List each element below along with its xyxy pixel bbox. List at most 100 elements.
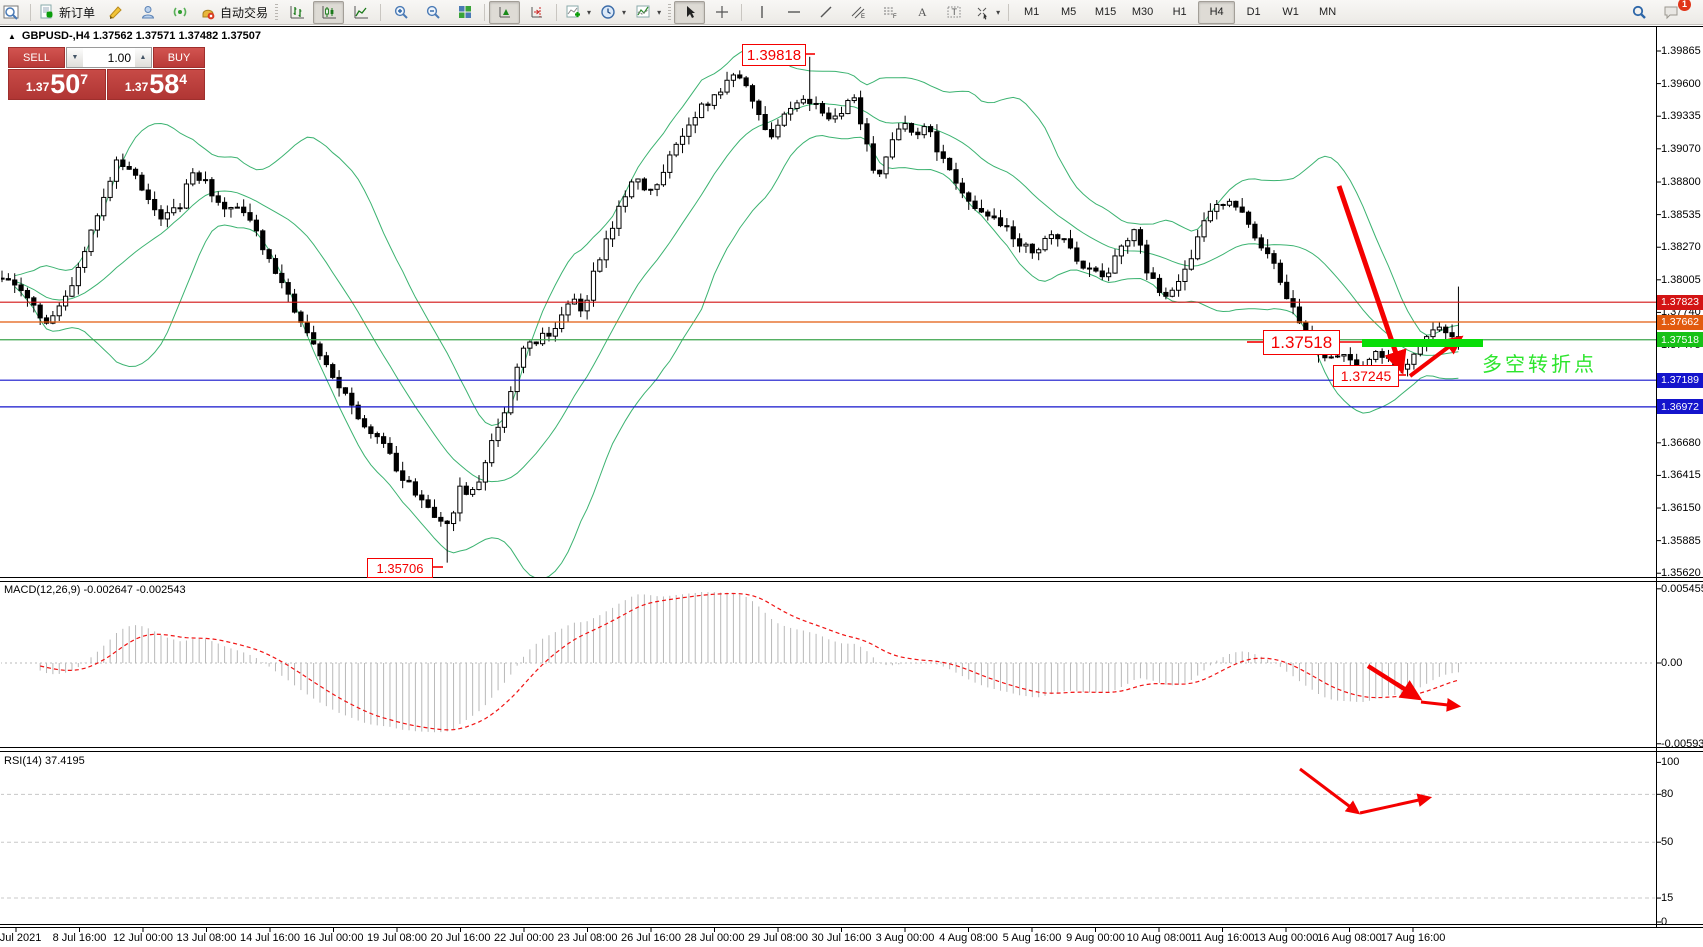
dropdown-caret: ▾: [587, 7, 592, 17]
volume-decrease-button[interactable]: ▼: [67, 48, 83, 67]
macd-tick: 0.005455: [1661, 582, 1703, 595]
price-annotation-support[interactable]: 1.37518: [1263, 330, 1340, 355]
notifications-button[interactable]: 1: [1655, 0, 1691, 24]
volume-value[interactable]: 1.00: [107, 50, 131, 65]
trendline-button[interactable]: [810, 1, 841, 24]
time-tick: 16 Jul 00:00: [303, 932, 364, 944]
time-tick: 3 Aug 00:00: [875, 932, 935, 944]
indicators-button[interactable]: ▾: [561, 1, 595, 24]
candlestick-chart-button[interactable]: [313, 0, 345, 24]
price-tick: 1.39335: [1661, 110, 1701, 123]
market-watch-icon: [141, 6, 154, 19]
templates-button[interactable]: ▾: [631, 1, 665, 24]
periods-button[interactable]: ▾: [596, 1, 630, 24]
text-button[interactable]: A: [906, 1, 937, 24]
collapse-icon[interactable]: ▲: [8, 31, 16, 41]
timeframe-m30[interactable]: M30: [1131, 6, 1154, 18]
new-chart-button[interactable]: [0, 1, 26, 24]
time-tick: 26 Jul 16:00: [621, 932, 681, 944]
new-order-button[interactable]: 新订单: [35, 1, 99, 24]
text-label-icon: T: [947, 6, 961, 18]
cursor-button[interactable]: [674, 0, 706, 24]
arrows-button[interactable]: ▾: [970, 1, 1004, 24]
autotrading-button[interactable]: 自动交易: [196, 1, 272, 24]
line-chart-button[interactable]: [345, 1, 376, 24]
market-watch-button[interactable]: [132, 1, 163, 24]
timeframe-m5[interactable]: M5: [1060, 6, 1077, 18]
time-tick: 10 Aug 08:00: [1126, 932, 1192, 944]
sell-price-big: 50: [50, 69, 81, 99]
price-tick: 1.38535: [1661, 208, 1701, 221]
chart-shift-button[interactable]: [521, 1, 552, 24]
bar-chart-button[interactable]: [281, 1, 312, 24]
sell-button[interactable]: SELL: [8, 47, 65, 68]
buy-price-box[interactable]: 1.37 58 4: [107, 69, 205, 100]
price-annotation-high[interactable]: 1.39818: [742, 44, 806, 66]
equidistant-channel-button[interactable]: E: [842, 1, 873, 24]
timeframe-m15[interactable]: M15: [1094, 6, 1117, 18]
price-annotation-swing_low[interactable]: 1.37245: [1333, 365, 1399, 387]
time-tick: 11 Aug 16:00: [1190, 932, 1255, 944]
crosshair-button[interactable]: [706, 1, 737, 24]
axis-line-label: 1.37189: [1657, 372, 1703, 388]
cursor-icon: [686, 6, 695, 18]
new-order-icon: [40, 4, 53, 19]
rsi-tick: 15: [1661, 892, 1674, 905]
timeframe-h1[interactable]: H1: [1172, 6, 1187, 18]
search-icon: [1632, 5, 1646, 19]
symbol-ohlc-text: GBPUSD-,H4 1.37562 1.37571 1.37482 1.375…: [21, 30, 262, 42]
auto-scroll-button[interactable]: [489, 0, 521, 24]
notification-badge[interactable]: 1: [1678, 0, 1691, 11]
macd-name: MACD(12,26,9): [4, 584, 81, 596]
tile-windows-icon: [458, 6, 471, 18]
zoom-out-button[interactable]: [417, 1, 448, 24]
timeframe-group: M1 M5 M15 M30 H1 H4 D1 W1 MN: [1013, 0, 1346, 24]
time-tick: 19 Jul 08:00: [367, 932, 427, 944]
rsi-tick: 100: [1661, 756, 1680, 769]
crosshair-icon: [715, 6, 728, 18]
signals-button[interactable]: [164, 1, 195, 24]
price-annotation-low[interactable]: 1.35706: [367, 558, 433, 578]
metaeditor-icon: [108, 6, 122, 19]
toolbar-drag-handle[interactable]: [668, 3, 672, 21]
text-label-button[interactable]: T: [938, 1, 969, 24]
candlestick-chart-icon: [322, 6, 336, 19]
svg-text:E: E: [861, 14, 865, 20]
macd-value: -0.002647: [83, 584, 134, 596]
timeframe-h4[interactable]: H4: [1198, 0, 1236, 24]
horizontal-line-button[interactable]: [778, 1, 809, 24]
vertical-line-button[interactable]: [746, 1, 777, 24]
axis-line-label: 1.37662: [1657, 314, 1703, 330]
time-tick: 23 Jul 08:00: [557, 932, 618, 944]
candles-layer: [1, 56, 1462, 563]
turning-point-note[interactable]: 多空转折点: [1482, 354, 1597, 376]
timeframe-m1[interactable]: M1: [1023, 6, 1040, 18]
timeframe-d1[interactable]: D1: [1246, 6, 1261, 18]
search-button[interactable]: [1623, 1, 1654, 24]
buy-button[interactable]: BUY: [153, 47, 205, 68]
toolbar-drag-handle[interactable]: [275, 3, 279, 21]
clock-icon: [601, 5, 615, 19]
zoom-in-button[interactable]: [385, 1, 416, 24]
tile-windows-button[interactable]: [449, 1, 480, 24]
separator: [380, 3, 382, 21]
zoom-in-icon: [394, 5, 408, 19]
time-tick: 16 Aug 08:00: [1317, 932, 1382, 944]
timeframe-mn[interactable]: MN: [1319, 6, 1337, 18]
price-tick: 1.39600: [1661, 77, 1701, 90]
arrows-tool-icon: [977, 7, 988, 20]
time-tick: 9 Aug 00:00: [1066, 932, 1125, 944]
timeframe-w1[interactable]: W1: [1282, 6, 1299, 18]
price-tick: 1.39070: [1661, 142, 1701, 155]
time-tick: 17 Aug 16:00: [1380, 932, 1446, 944]
buy-price-pip: 4: [179, 71, 188, 87]
metaeditor-button[interactable]: [100, 1, 131, 24]
main-toolbar: 新订单 自动交易 ▾ ▾: [0, 0, 1703, 25]
svg-text:F: F: [893, 14, 897, 20]
volume-increase-button[interactable]: ▲: [135, 48, 151, 67]
sell-price-box[interactable]: 1.37 50 7: [8, 69, 106, 100]
fibonacci-button[interactable]: F: [874, 1, 905, 24]
rsi-value: 37.4195: [44, 755, 85, 767]
